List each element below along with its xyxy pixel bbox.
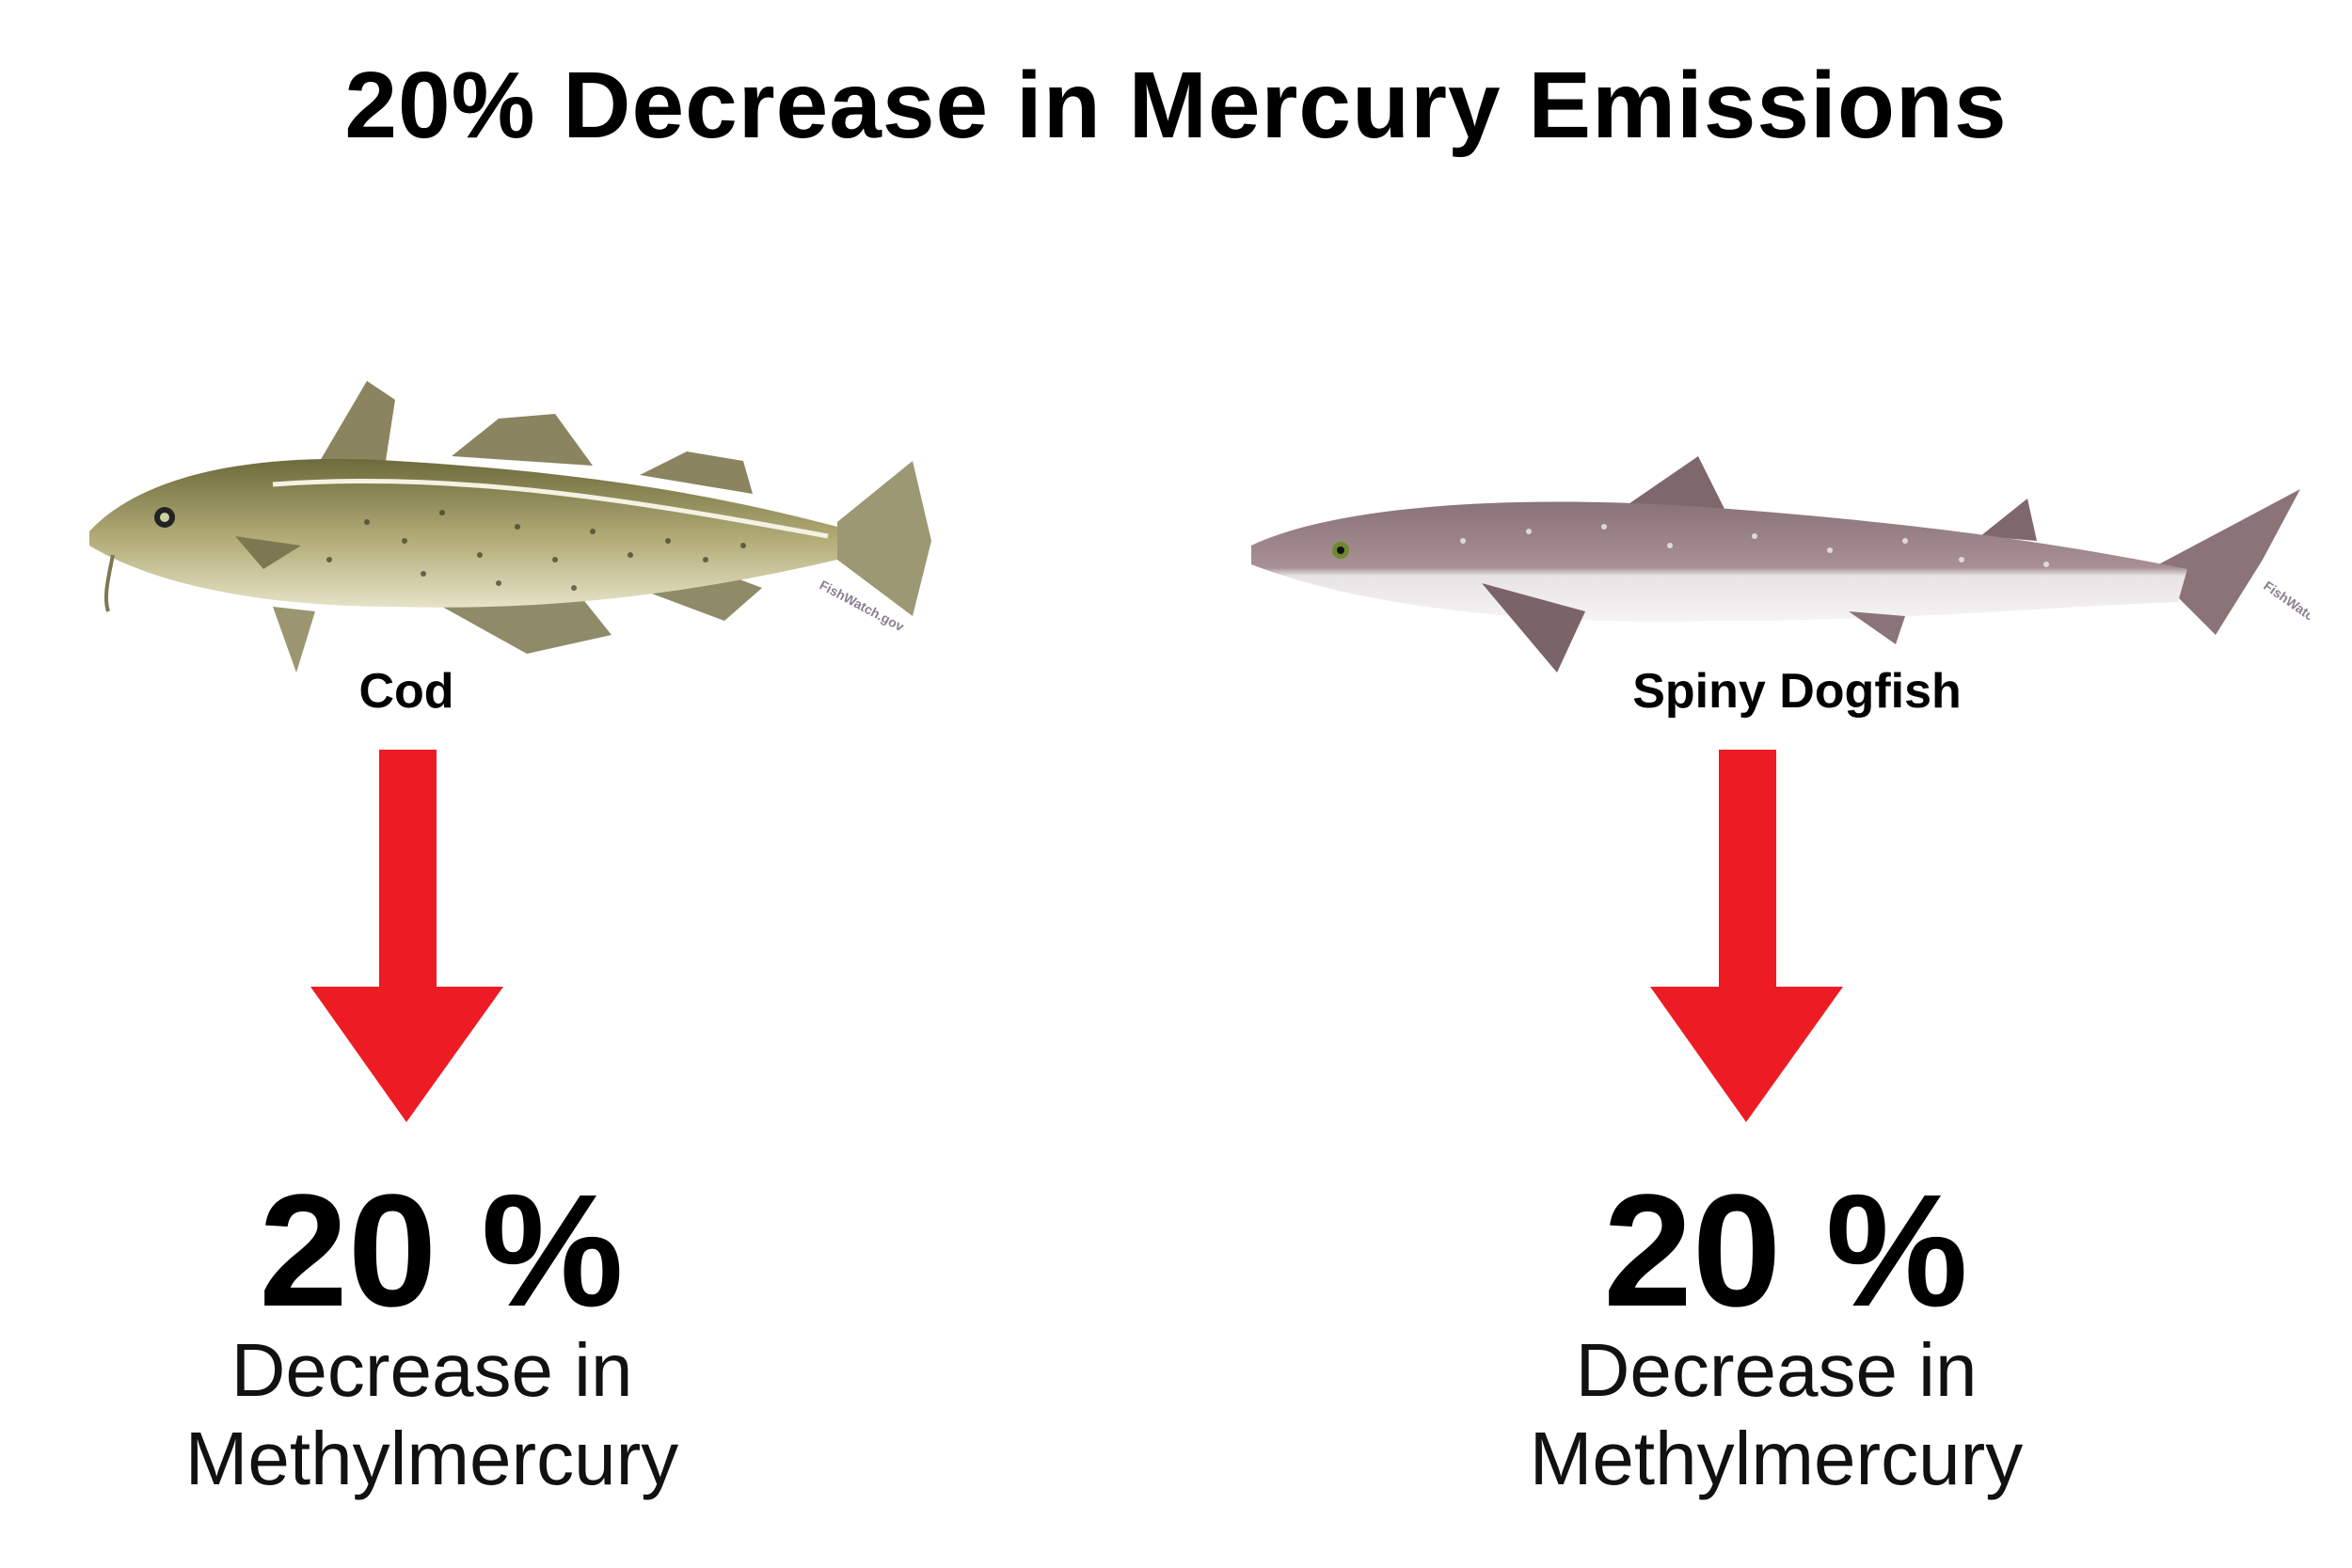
description-line: Methylmercury <box>1529 1417 2024 1500</box>
down-arrow-icon <box>310 750 503 1122</box>
percent-value-spiny-dogfish: 20 % <box>1603 1162 1968 1340</box>
fish-label-spiny-dogfish: Spiny Dogfish <box>1632 664 1962 719</box>
description-line: Decrease in <box>230 1328 633 1412</box>
description-line: Methylmercury <box>184 1417 679 1500</box>
page-title: 20% Decrease in Mercury Emissions <box>344 53 2008 158</box>
description-cod: Decrease in Methylmercury <box>56 1326 808 1503</box>
spiny-dogfish-illustration: FishWatch.gov <box>1251 456 2310 673</box>
description-line: Decrease in <box>1575 1328 1978 1412</box>
fish-label-cod: Cod <box>358 664 454 719</box>
watermark: FishWatch.gov <box>2261 578 2310 643</box>
down-arrow-icon <box>1650 750 1843 1122</box>
percent-value-cod: 20 % <box>259 1162 624 1340</box>
description-spiny-dogfish: Decrease in Methylmercury <box>1400 1326 2153 1503</box>
cod-illustration: FishWatch.gov <box>89 381 931 673</box>
